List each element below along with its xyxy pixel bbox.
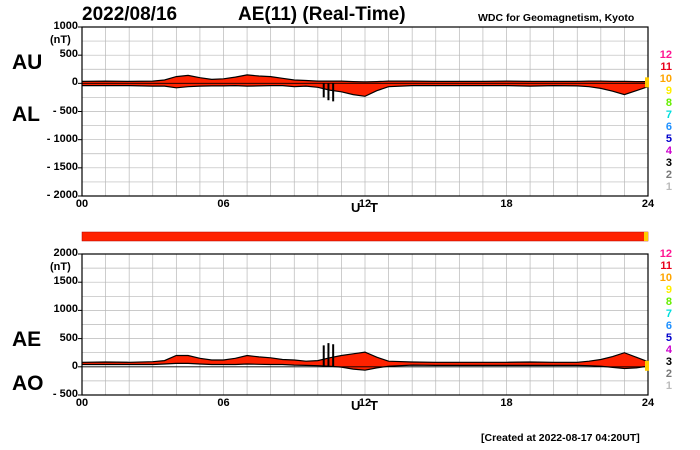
created-timestamp: [Created at 2022-08-17 04:20UT]	[481, 432, 640, 444]
series-line-ae	[81, 351, 649, 363]
y-tick-label: 1000	[53, 20, 78, 32]
x-tick-label: 24	[641, 397, 655, 409]
station-count-label: 8	[665, 97, 672, 109]
y-tick-label: - 1000	[46, 132, 78, 145]
station-count-label: 2	[665, 169, 672, 181]
y-tick-label: 2000	[53, 247, 78, 259]
x-tick-label: 18	[500, 397, 513, 409]
station-count-label: 2	[665, 368, 672, 380]
ao-label: AO	[12, 372, 44, 395]
chart-date: 2022/08/16	[82, 4, 178, 25]
station-count-label: 12	[659, 248, 672, 260]
series-line-au	[81, 74, 648, 83]
x-axis-title: U T	[351, 200, 381, 215]
series-line-al	[82, 84, 649, 97]
x-tick-label: 12	[358, 397, 372, 409]
x-tick-label: 00	[75, 198, 89, 210]
station-count-label: 6	[665, 320, 672, 332]
station-count-label: 7	[665, 109, 672, 121]
chart-title: AE(11) (Real-Time)	[238, 4, 406, 25]
unit-label-top: (nT)	[50, 34, 71, 46]
range-fill-bottom	[82, 352, 648, 371]
station-count-label: 11	[660, 260, 672, 272]
data-source: WDC for Geomagnetism, Kyoto	[478, 12, 635, 24]
station-count-label: 12	[659, 49, 672, 61]
endpoint-marker	[645, 77, 649, 88]
x-tick-label: 24	[641, 198, 655, 210]
x-tick-label: 12	[358, 198, 372, 210]
unit-label-bottom: (nT)	[50, 261, 71, 273]
station-count-label: 7	[665, 308, 672, 320]
station-count-label: 6	[665, 121, 672, 133]
data-coverage-bar	[81, 231, 649, 242]
ae-label: AE	[12, 328, 42, 351]
station-count-label: 4	[665, 344, 672, 356]
endpoint-marker	[645, 360, 649, 371]
station-count-label: 5	[665, 332, 672, 344]
station-count-label: 11	[660, 61, 672, 73]
x-tick-label: 06	[217, 198, 230, 210]
x-tick-label: 06	[217, 397, 230, 409]
y-tick-label: - 2000	[46, 189, 78, 201]
data-coverage-end	[644, 232, 648, 241]
station-count-label: 10	[659, 73, 672, 85]
station-count-label: 8	[665, 296, 672, 308]
station-count-label: 10	[659, 272, 672, 284]
x-tick-label: 00	[75, 397, 89, 409]
y-tick-label: - 500	[52, 104, 78, 117]
station-count-label: 5	[665, 133, 672, 145]
station-count-label: 4	[665, 145, 672, 157]
plot-frame-bottom	[81, 253, 649, 396]
station-count-label: 3	[665, 157, 672, 169]
y-tick-label: - 1500	[46, 160, 78, 173]
station-count-label: 3	[665, 356, 672, 368]
y-tick-label: 0	[71, 76, 78, 89]
y-tick-label: - 500	[52, 388, 78, 400]
y-tick-label: 0	[71, 359, 78, 372]
station-count-label: 9	[665, 85, 672, 97]
x-tick-label: 18	[500, 198, 513, 210]
y-tick-label: 500	[59, 48, 78, 61]
station-count-label: 1	[665, 181, 672, 193]
y-tick-label: 1000	[53, 303, 78, 316]
x-axis-title: U T	[351, 398, 381, 413]
au-label: AU	[12, 51, 43, 74]
al-label: AL	[12, 103, 40, 126]
y-tick-label: 500	[59, 331, 78, 344]
y-tick-label: 1500	[53, 275, 78, 288]
station-count-label: 9	[665, 284, 672, 296]
range-fill-top	[82, 74, 648, 97]
station-count-label: 1	[665, 380, 672, 392]
